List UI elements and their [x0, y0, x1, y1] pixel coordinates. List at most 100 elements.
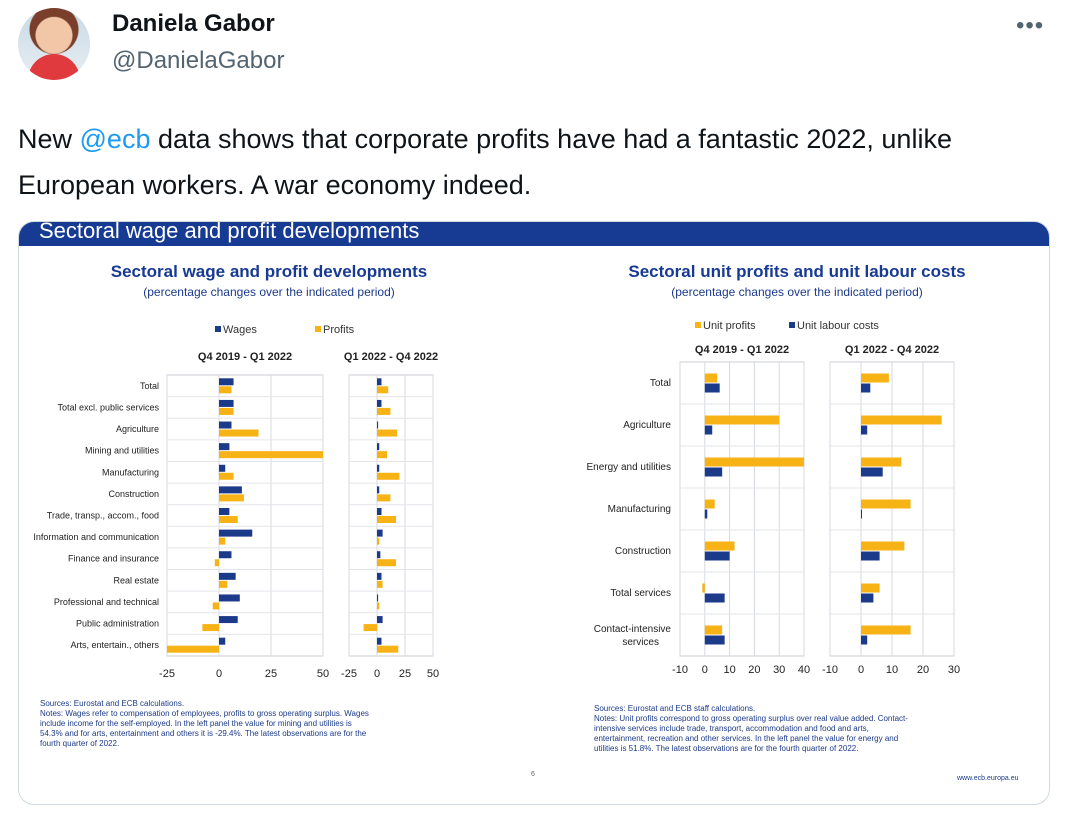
chart-notes: include income for the self-employed. In… — [40, 719, 352, 728]
chart-notes: entertainment, recreation and other serv… — [594, 734, 898, 743]
x-tick-label: 50 — [427, 668, 439, 680]
category-label: Finance and insurance — [68, 554, 159, 564]
bar — [219, 472, 234, 480]
bar — [861, 635, 868, 645]
chart-notes: intensive services include trade, transp… — [594, 724, 869, 733]
panel-frame — [348, 374, 434, 657]
bar — [377, 472, 400, 480]
bar — [377, 529, 383, 537]
x-tick-label: 10 — [886, 664, 898, 676]
bar — [861, 467, 883, 477]
bar — [363, 624, 377, 632]
bar — [377, 378, 382, 386]
category-label: Construction — [615, 546, 671, 557]
bar — [377, 399, 382, 407]
x-tick-label: -25 — [341, 668, 357, 680]
more-dots-icon[interactable]: ••• — [1016, 12, 1045, 39]
bar — [704, 509, 708, 519]
x-tick-label: 25 — [399, 668, 411, 680]
category-label: Manufacturing — [102, 467, 159, 477]
author-name[interactable]: Daniela Gabor — [112, 10, 275, 37]
legend-entry: Unit profits — [703, 320, 756, 332]
category-label: Arts, entertain., others — [70, 640, 159, 650]
bar — [861, 373, 889, 383]
bar — [377, 464, 380, 472]
bar — [202, 624, 219, 632]
media-card[interactable]: Sectoral wage and profit developments 6 … — [18, 221, 1050, 805]
bar — [704, 625, 723, 635]
bar — [219, 516, 238, 523]
bar — [861, 551, 880, 561]
category-label: Agriculture — [623, 420, 671, 431]
x-tick-label: 10 — [723, 664, 735, 676]
legend-entry: Profits — [323, 324, 355, 336]
category-label-cont: services — [622, 637, 659, 648]
bar — [219, 443, 230, 451]
slide-banner-title: Sectoral wage and profit developments — [39, 222, 419, 243]
bar — [167, 645, 219, 653]
x-tick-label: 0 — [216, 668, 222, 680]
author-handle[interactable]: @DanielaGabor — [112, 47, 285, 74]
panel-frame — [679, 361, 805, 657]
bar — [704, 457, 804, 467]
legend-entry: Unit labour costs — [797, 320, 879, 332]
bar — [704, 499, 715, 509]
bar — [219, 378, 234, 386]
bar — [219, 494, 244, 502]
bar — [861, 593, 874, 603]
chart-notes: Notes: Wages refer to compensation of em… — [40, 709, 369, 718]
bar — [704, 383, 720, 393]
bar — [704, 373, 718, 383]
tweet-text: New @ecb data shows that corporate profi… — [18, 116, 1048, 208]
x-tick-label: 40 — [798, 664, 810, 676]
bar — [219, 486, 242, 494]
bar — [377, 594, 379, 602]
bar — [861, 541, 905, 551]
x-tick-label: 50 — [317, 668, 329, 680]
bar — [377, 451, 388, 459]
legend-entry: Wages — [223, 324, 257, 336]
panel-label: Q1 2022 - Q4 2022 — [344, 351, 438, 363]
bar — [377, 637, 382, 645]
slide-page-number: 6 — [531, 771, 535, 778]
bar — [214, 559, 219, 567]
bar — [219, 399, 234, 407]
bar — [861, 383, 871, 393]
x-tick-label: 30 — [773, 664, 785, 676]
bar — [219, 537, 226, 545]
bar — [219, 407, 234, 415]
chart-sources: Sources: Eurostat and ECB staff calculat… — [594, 704, 755, 713]
avatar-shirt — [28, 54, 80, 80]
mention-link[interactable]: @ecb — [79, 124, 151, 154]
legend-swatch — [789, 322, 795, 328]
bar — [377, 429, 398, 437]
slide-banner — [19, 222, 1049, 246]
bar — [704, 551, 730, 561]
category-label: Manufacturing — [608, 504, 671, 515]
bar — [377, 494, 391, 502]
category-label: Professional and technical — [54, 597, 159, 607]
chart-notes: fourth quarter of 2022. — [40, 739, 119, 748]
category-label: Contact-intensive — [594, 624, 672, 635]
category-label: Trade, transp., accom., food — [47, 511, 159, 521]
x-tick-label: 30 — [948, 664, 960, 676]
category-label: Total — [650, 378, 671, 389]
x-tick-label: -10 — [822, 664, 838, 676]
bar — [861, 583, 880, 593]
bar — [377, 386, 389, 394]
bar — [704, 541, 735, 551]
x-tick-label: 25 — [265, 668, 277, 680]
author-avatar[interactable] — [18, 8, 90, 80]
bar — [704, 635, 725, 645]
category-label: Real estate — [113, 575, 159, 585]
bar — [219, 429, 259, 437]
bar — [861, 499, 911, 509]
bar — [704, 425, 713, 435]
x-tick-label: 20 — [748, 664, 760, 676]
bar — [861, 457, 902, 467]
bar — [219, 637, 226, 645]
category-label: Total — [140, 381, 159, 391]
bar — [861, 415, 942, 425]
bar — [377, 572, 382, 580]
bar — [219, 580, 228, 588]
